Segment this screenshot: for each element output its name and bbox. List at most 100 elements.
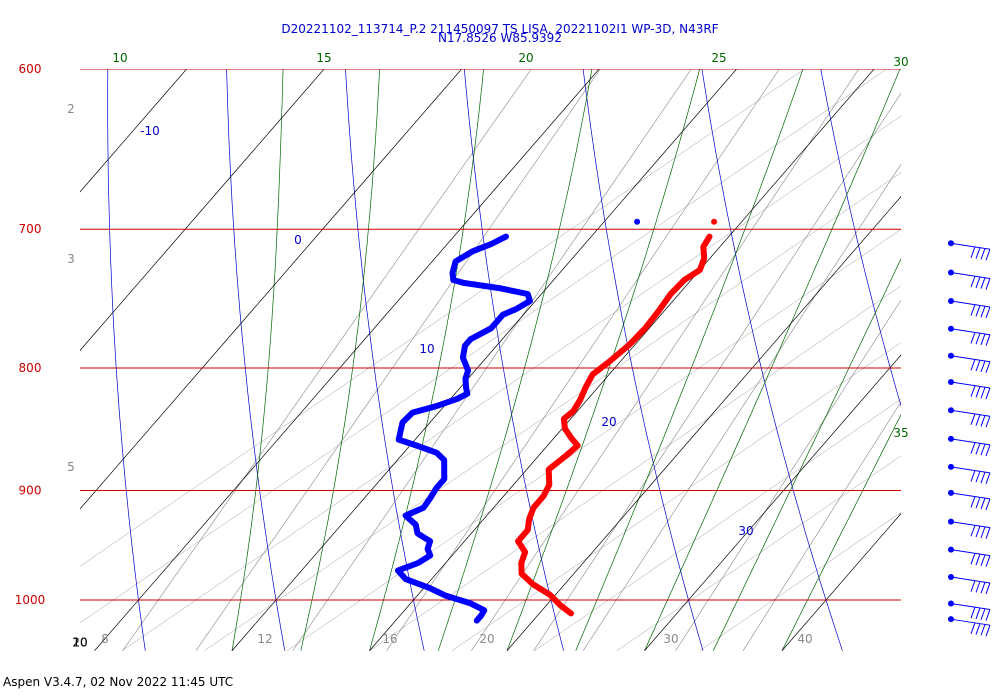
mixing-ratio-line: [195, 69, 601, 651]
mixing-ratio-label-16: 16: [382, 632, 397, 646]
mixing-ratio-line: [369, 285, 901, 651]
mixing-ratio-label-2: 2: [67, 102, 75, 116]
isotherm-line: [644, 354, 901, 651]
isotherm-label-left-20: 20: [72, 636, 87, 650]
wind-barb-flag: [975, 414, 981, 426]
isotherm-line: [80, 69, 325, 351]
moist-adiabat-line: [300, 69, 380, 651]
dry-adiabat-line: [463, 69, 564, 651]
isotherm-line: [231, 69, 738, 651]
moist-adiabat-line: [437, 69, 593, 651]
wind-barb-flag: [970, 359, 976, 371]
isotherm-lines: [80, 0, 1000, 651]
mixing-ratio-label-20: 20: [479, 632, 494, 646]
pressure-label-600: 600: [19, 62, 42, 76]
pressure-label-800: 800: [19, 361, 42, 375]
mixing-ratio-label-8: 8: [101, 632, 109, 646]
wind-barb-flag: [970, 442, 976, 454]
temperature-profile-point: [711, 218, 718, 225]
bottom-label-30: 30: [663, 632, 678, 646]
wind-barb-flag: [975, 471, 981, 483]
wind-barb-flag: [975, 359, 981, 372]
wind-barb-staff: [950, 492, 991, 500]
wind-barb-flag: [970, 413, 976, 426]
wind-barb-flag: [985, 416, 991, 428]
dry-adiabat-label--10: -10: [140, 124, 160, 138]
mixing-ratio-line: [742, 401, 901, 651]
wind-barb-flag: [975, 607, 981, 620]
wind-barb-staff: [950, 438, 991, 446]
plot-area: [0, 0, 1000, 651]
moist-adiabat-label-30: 30: [893, 55, 908, 69]
wind-barb-flag: [980, 360, 986, 373]
isotherm-line: [80, 69, 463, 510]
wind-barb-flag: [985, 609, 991, 621]
isotherm-line: [920, 0, 1000, 651]
dry-adiabat-line: [925, 0, 1000, 651]
wind-barb-staff: [950, 381, 991, 389]
dry-adiabat-label-30: 30: [738, 524, 753, 538]
isotherm-line: [80, 69, 188, 193]
mixing-ratio-line: [292, 69, 692, 651]
dry-adiabat-lines: [0, 0, 1000, 651]
mixing-ratio-line: [675, 299, 901, 651]
mixing-ratio-label-5: 5: [67, 460, 75, 474]
wind-barb-flag: [975, 247, 981, 259]
temperature-profile: [515, 233, 713, 617]
pressure-label-700: 700: [19, 222, 42, 236]
isotherm-line: [781, 513, 901, 651]
mixing-ratio-line: [534, 398, 901, 651]
wind-barb-staff: [950, 242, 991, 250]
mixing-ratio-line: [582, 163, 901, 651]
moist-adiabat-line: [712, 258, 901, 651]
wind-barb-flag: [985, 249, 991, 261]
moist-adiabat-label-35: 35: [893, 426, 908, 440]
dry-adiabat-line: [820, 69, 901, 407]
wind-barb-staff: [950, 521, 991, 529]
moist-adiabat-label-10: 10: [112, 51, 127, 65]
isotherm-line: [369, 69, 875, 651]
wind-barb-flag: [985, 278, 991, 290]
wind-barb-flag: [970, 275, 976, 288]
dry-adiabat-line: [0, 0, 6, 651]
mixing-ratio-label-3: 3: [67, 252, 75, 266]
mixing-ratio-line: [122, 69, 532, 651]
dry-adiabat-line: [582, 69, 704, 651]
wind-barb-flag: [980, 581, 986, 594]
mixing-ratio-lines: [80, 69, 901, 651]
isobar-lines: [80, 69, 901, 601]
wind-barb-staff: [950, 576, 991, 584]
wind-barb-staff: [950, 300, 991, 308]
mixing-ratio-line: [533, 92, 901, 651]
wind-barb-staff: [950, 618, 991, 626]
wind-barb-staff: [950, 466, 991, 474]
wind-barb-flag: [985, 555, 991, 567]
mixing-ratio-line: [80, 69, 805, 567]
pressure-label-1000: 1000: [15, 593, 46, 607]
axis-labels: 6007008009001000304050201023581216203040…: [15, 51, 909, 650]
wind-barb-flag: [980, 608, 986, 620]
moist-adiabat-line: [506, 69, 701, 651]
isotherm-label-left-10: 10: [72, 636, 87, 650]
wind-barb-flag: [980, 443, 986, 456]
wind-barb-flag: [985, 498, 991, 511]
dewpoint-profile: [394, 233, 533, 624]
wind-barb-flag: [985, 472, 991, 485]
mixing-ratio-line: [121, 115, 901, 651]
wind-barb-staff: [950, 328, 991, 336]
mixing-ratio-line: [286, 228, 901, 651]
moist-adiabat-lines: [231, 69, 901, 651]
pressure-label-900: 900: [19, 483, 42, 497]
wind-barb-flag: [985, 387, 991, 400]
wind-barb-flag: [980, 387, 986, 399]
wind-barb-flag: [980, 471, 986, 484]
wind-barb-flag: [985, 334, 991, 346]
wind-barb-flag: [980, 526, 986, 539]
moist-adiabat-label-25: 25: [711, 51, 726, 65]
dry-adiabat-line: [345, 69, 425, 651]
mixing-ratio-line: [451, 342, 901, 651]
wind-barb-staff: [950, 409, 991, 417]
wind-barb-flag: [975, 525, 981, 538]
wind-barb-flag: [975, 497, 981, 509]
moist-adiabat-label-20: 20: [518, 51, 533, 65]
